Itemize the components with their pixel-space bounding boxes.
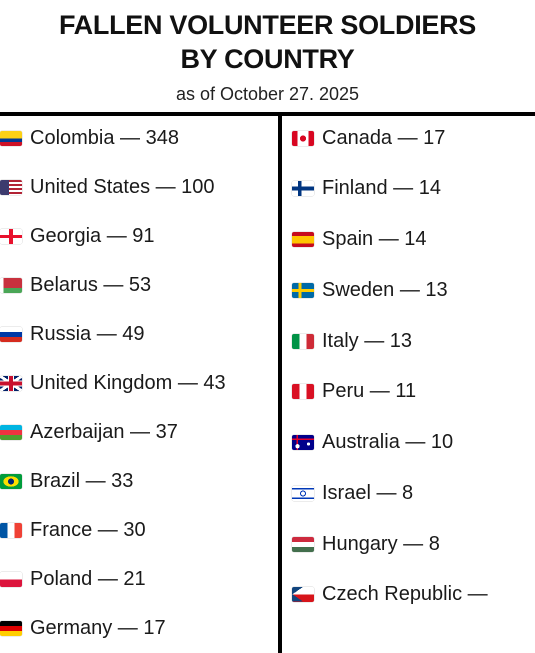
list-item-label: Peru — 11 [322, 379, 417, 402]
list-item-belarus: Belarus — 53 [0, 269, 151, 301]
list-item-label: Brazil — 33 [30, 469, 134, 492]
list-item-label: Georgia — 91 [30, 224, 155, 247]
czech-republic-flag-icon [292, 586, 314, 602]
list-item-sweden: Sweden — 13 [292, 274, 448, 306]
right-column: Canada — 17 Finland — 14 Spain — 14 Swed… [282, 112, 535, 653]
peru-flag-icon [292, 383, 314, 399]
azerbaijan-flag-icon [0, 424, 22, 440]
subtitle: as of October 27. 2025 [175, 84, 360, 104]
spain-flag-icon [292, 231, 314, 247]
list-item-label: Azerbaijan — 37 [30, 420, 178, 443]
list-item-label: Hungary — 8 [322, 532, 440, 555]
list-item-spain: Spain — 14 [292, 223, 427, 255]
finland-flag-icon [292, 180, 314, 196]
column-divider [278, 112, 282, 653]
left-column: Colombia — 348 United States — 100 Georg… [0, 112, 278, 653]
israel-flag-icon [292, 485, 314, 501]
list-item-brazil: Brazil — 33 [0, 465, 133, 497]
list-item-label: United Kingdom — 43 [30, 371, 226, 394]
brazil-flag-icon [0, 473, 22, 489]
hungary-flag-icon [292, 536, 314, 552]
list-item-peru: Peru — 11 [292, 375, 416, 407]
italy-flag-icon [292, 333, 314, 349]
list-item-italy: Italy — 13 [292, 325, 412, 357]
header: FALLEN VOLUNTEER SOLDIERS BY COUNTRY as … [0, 0, 535, 112]
list-item-label: Belarus — 53 [30, 273, 152, 296]
georgia-flag-icon [0, 228, 22, 244]
list-item-label: France — 30 [30, 518, 146, 541]
list-item-label: Czech Republic — [322, 582, 488, 605]
colombia-flag-icon [0, 130, 22, 146]
list-item-label: Canada — 17 [322, 126, 446, 149]
germany-flag-icon [0, 620, 22, 636]
australia-flag-icon [292, 434, 314, 450]
belarus-flag-icon [0, 277, 22, 293]
title-line-2: BY COUNTRY [180, 44, 355, 74]
list-item-label: Russia — 49 [30, 322, 145, 345]
poland-flag-icon [0, 571, 22, 587]
russia-flag-icon [0, 326, 22, 342]
list-item-georgia: Georgia — 91 [0, 220, 155, 252]
list-item-azerbaijan: Azerbaijan — 37 [0, 416, 178, 448]
country-table: Colombia — 348 United States — 100 Georg… [0, 112, 535, 653]
list-item-germany: Germany — 17 [0, 612, 166, 644]
list-item-united-kingdom: United Kingdom — 43 [0, 367, 226, 399]
list-item-label: Australia — 10 [322, 430, 454, 453]
list-item-label: Poland — 21 [30, 567, 146, 590]
title-line-1: FALLEN VOLUNTEER SOLDIERS [58, 10, 477, 40]
list-item-czech-republic: Czech Republic — [292, 578, 488, 610]
top-divider [0, 112, 535, 116]
list-item-label: United States — 100 [30, 175, 215, 198]
list-item-israel: Israel — 8 [292, 477, 413, 509]
united-states-flag-icon [0, 179, 22, 195]
list-item-hungary: Hungary — 8 [292, 528, 440, 560]
list-item-russia: Russia — 49 [0, 318, 145, 350]
list-item-finland: Finland — 14 [292, 172, 441, 204]
sweden-flag-icon [292, 282, 314, 298]
list-item-label: Sweden — 13 [322, 278, 448, 301]
list-item-united-states: United States — 100 [0, 171, 215, 203]
list-item-label: Finland — 14 [322, 176, 441, 199]
list-item-australia: Australia — 10 [292, 426, 453, 458]
list-item-label: Spain — 14 [322, 227, 427, 250]
list-item-label: Colombia — 348 [30, 126, 179, 149]
list-item-colombia: Colombia — 348 [0, 122, 179, 154]
list-item-label: Italy — 13 [322, 329, 413, 352]
list-item-france: France — 30 [0, 514, 146, 546]
list-item-canada: Canada — 17 [292, 122, 445, 154]
canada-flag-icon [292, 130, 314, 146]
list-item-poland: Poland — 21 [0, 563, 146, 595]
list-item-label: Germany — 17 [30, 616, 166, 639]
france-flag-icon [0, 522, 22, 538]
list-item-label: Israel — 8 [322, 481, 414, 504]
united-kingdom-flag-icon [0, 375, 22, 391]
